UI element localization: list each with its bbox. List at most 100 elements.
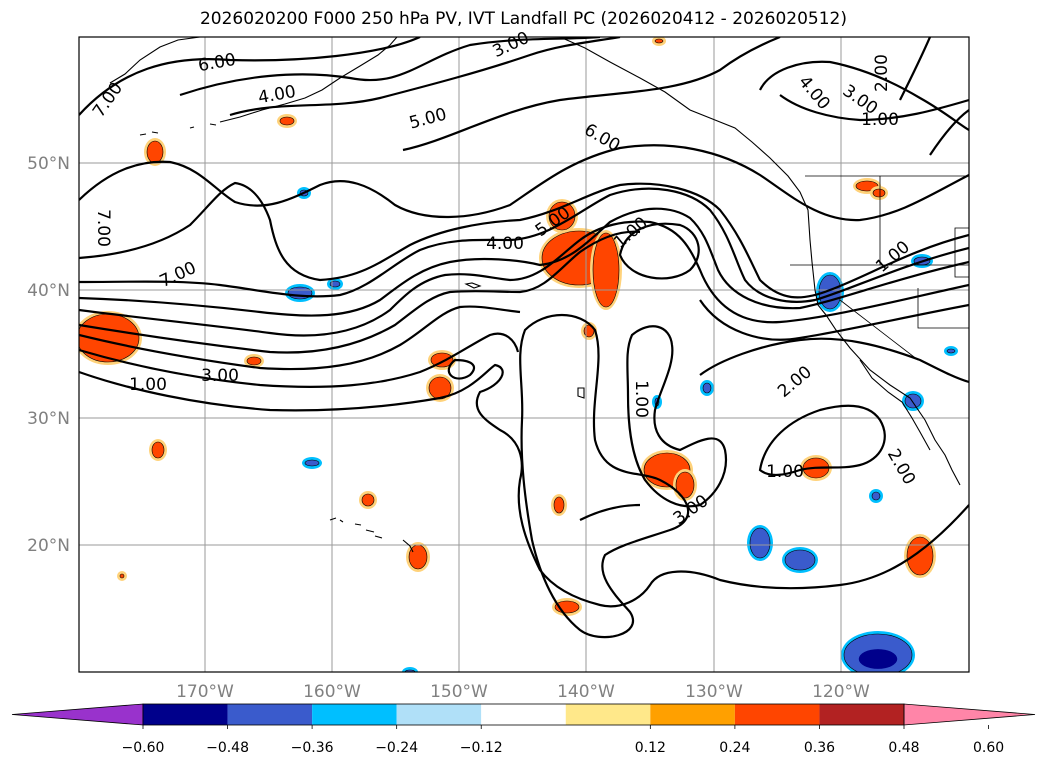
contour-label: 7.00 [89,79,127,121]
contour-label: 4.00 [257,82,298,108]
anomaly-blob-core [872,188,886,198]
contour-line [402,37,781,152]
hawaiian-islands [329,517,414,553]
contour-label: 3.00 [201,366,239,386]
anomaly-blob-core [146,140,164,164]
alaska-coastline [109,37,398,123]
longitude-label: 120°W [812,682,870,702]
latitude-labels: 50°N 40°N 30°N 20°N [27,154,70,556]
contour-line [899,37,969,156]
bc-coastline [559,37,816,291]
gridlines [79,37,969,672]
colorbar: −0.60 −0.48 −0.36 −0.24 −0.12 0.12 0.24 0.36 0.4… [11,703,1036,756]
contour-line [79,220,969,337]
borders [790,175,969,361]
contour-label: 6.00 [581,120,624,156]
longitude-label: 130°W [685,682,743,702]
colorbar-segment [734,704,820,725]
contour-label: 7.00 [157,258,200,292]
colorbar-tick-label: 0.60 [973,740,1004,756]
anomaly-blob-core [702,382,712,394]
contour-line [229,37,621,117]
latitude-label: 40°N [27,281,70,301]
contour-line [79,207,969,317]
anomaly-blob-core [279,116,295,126]
anomaly-blob-core [553,496,565,514]
anomaly-blob-core [871,491,881,501]
contour-line [519,313,690,639]
contour-label: 2.00 [872,54,892,92]
latitude-label: 20°N [27,536,70,556]
contour-line [79,187,969,303]
colorbar-tick-label: −0.36 [291,740,334,756]
anomaly-blob-core [675,471,695,499]
contour-line [759,60,969,131]
colorbar-tick-label: 0.24 [719,740,750,756]
anomaly-blob-core [79,313,140,363]
contour-label: 2.00 [774,362,816,402]
anomaly-shading [79,37,958,672]
latitude-label: 30°N [27,409,70,429]
contour-label: 1.00 [631,380,651,418]
anomaly-blob-core [654,38,664,44]
longitude-label: 150°W [430,682,488,702]
coastlines [109,37,961,553]
small-island [577,387,585,399]
anomaly-blob-core [361,493,375,507]
colorbar-tick-label: −0.12 [460,740,503,756]
contour-line [579,503,641,521]
longitude-label: 170°W [176,682,234,702]
colorbar-extend-low [11,703,144,726]
contour-label: 1.00 [129,375,167,395]
contour-label: 1.00 [766,462,804,482]
contour-line [179,37,601,97]
longitude-label: 140°W [557,682,615,702]
aleutian-islands [139,123,217,136]
colorbar-tick-label: 0.36 [804,740,835,756]
colorbar-tick-label: 0.12 [635,740,666,756]
kiribati-island [464,282,482,289]
longitude-label: 160°W [303,682,361,702]
map-title: 2026020200 F000 250 hPa PV, IVT Landfall… [199,9,847,29]
contour-line [618,222,700,280]
contour-line [79,37,421,116]
latitude-label: 50°N [27,154,70,174]
anomaly-blob-core [946,348,956,354]
contour-label: 4.00 [486,234,524,254]
colorbar-segment [481,704,566,725]
contour-line [758,404,886,476]
state-borders [790,176,969,361]
colorbar-tick-label: −0.24 [375,740,418,756]
colorbar-segment [819,704,904,725]
contour-label: 7.00 [93,209,113,247]
anomaly-blob-core [592,232,620,308]
colorbar-segment [227,704,313,725]
contour-line [447,358,476,380]
colorbar-tick-label: 0.48 [888,740,919,756]
contour-label: 6.00 [197,50,238,76]
contour-line [79,363,969,608]
anomaly-blob-core [784,549,816,571]
contour-line [79,230,969,354]
anomaly-blob-core [246,356,262,366]
contour-line [699,337,969,384]
contour-line [79,305,521,371]
longitude-labels: 170°W 160°W 150°W 140°W 130°W 120°W [176,682,870,702]
contour-label: 2.00 [883,446,919,489]
colorbar-tick-label: −0.60 [122,740,165,756]
colorbar-tick-label: −0.48 [206,740,249,756]
contour-label: 5.00 [407,104,449,133]
contour-line [79,181,969,299]
contour-line [626,325,728,508]
anomaly-blob-core [151,441,165,459]
colorbar-segment [650,704,735,725]
anomaly-blob-peak [858,649,898,669]
colorbar-segment [312,704,397,725]
anomaly-blob-core [749,527,771,559]
contour-line [79,144,969,222]
anomaly-blob-core [119,573,125,579]
contour-line [79,332,520,388]
contour-label: 3.00 [670,491,712,529]
anomaly-blob-core [304,459,320,467]
